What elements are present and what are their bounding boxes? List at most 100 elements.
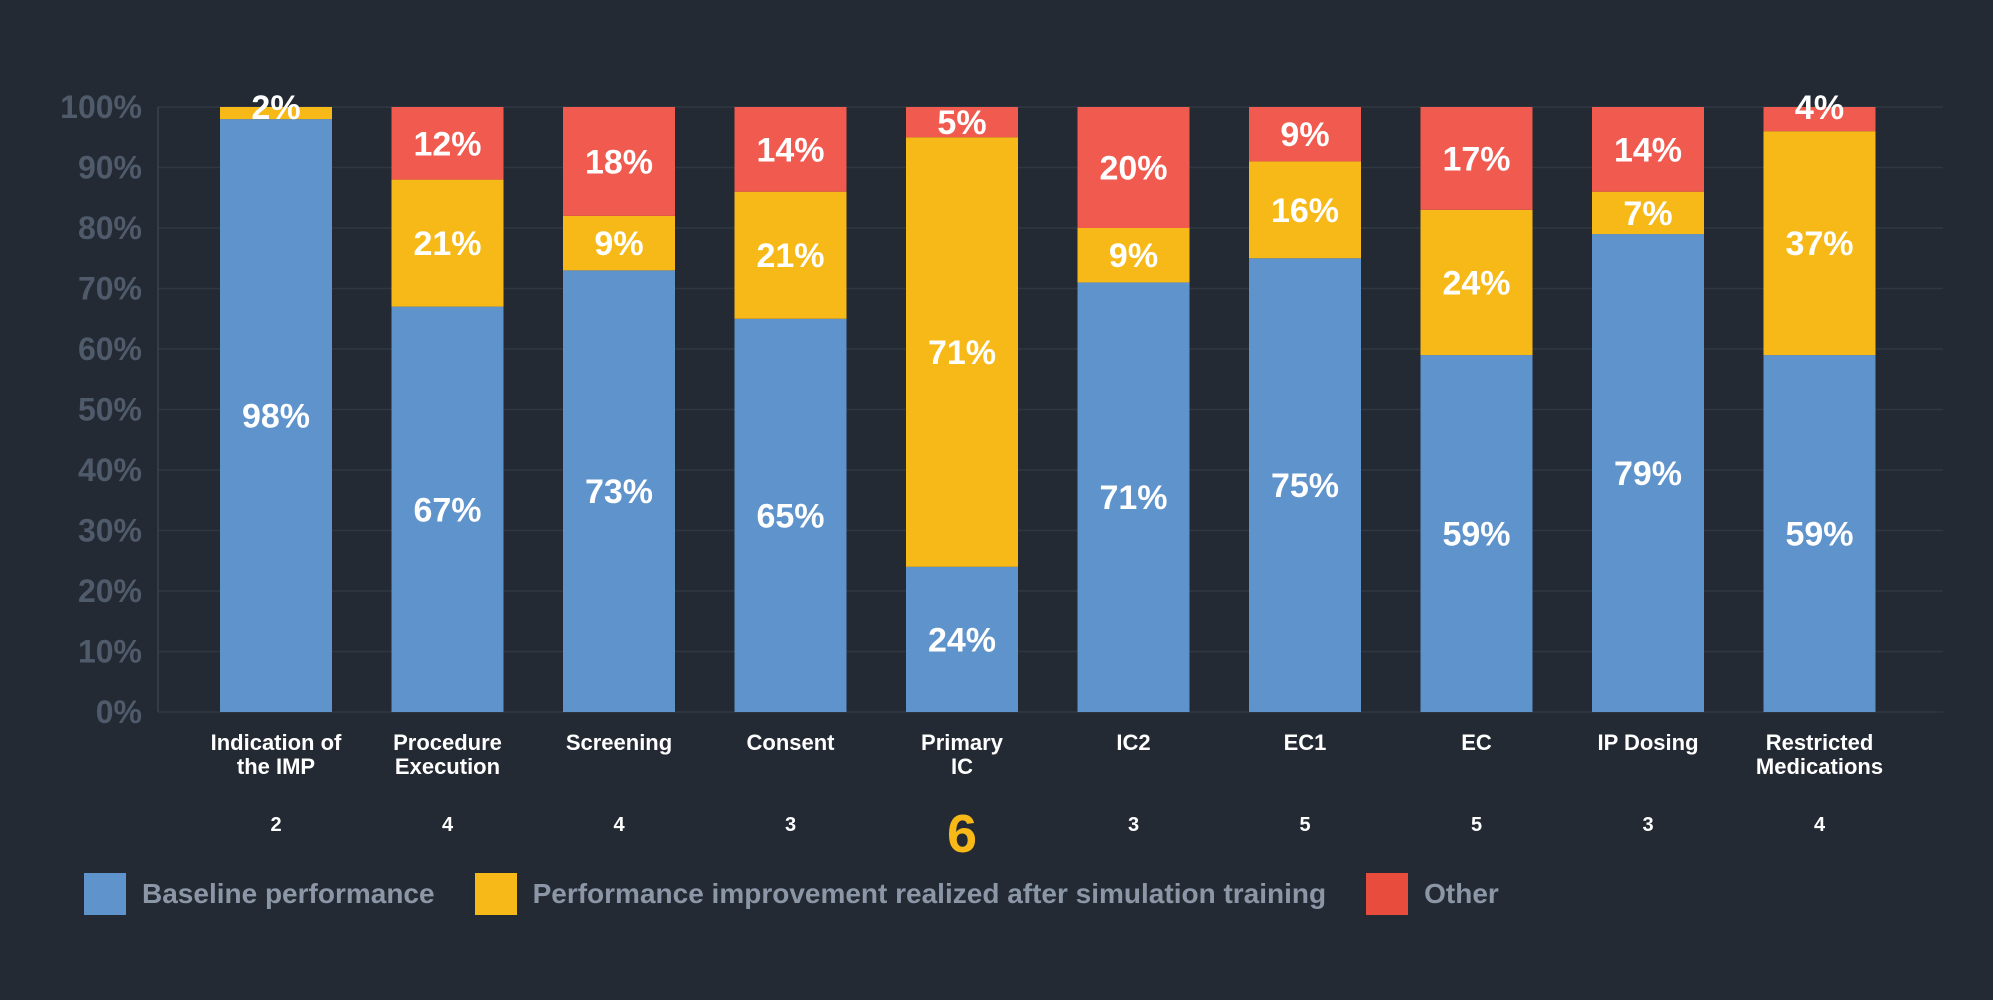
legend: Baseline performance Performance improve… — [84, 872, 1539, 916]
category-label: Procedure — [393, 730, 502, 755]
bar-segment — [563, 270, 675, 712]
bar-value-label: 75% — [1271, 467, 1339, 505]
bar-value-label: 24% — [928, 621, 996, 659]
bar-value-label: 65% — [756, 497, 824, 535]
legend-swatch-baseline — [84, 873, 126, 915]
bar-value-label: 12% — [413, 125, 481, 163]
y-tick-label: 90% — [78, 150, 142, 186]
legend-swatch-improvement — [474, 873, 517, 915]
bar-value-label: 2% — [251, 89, 300, 127]
bar-value-label: 9% — [1280, 116, 1329, 154]
y-tick-label: 60% — [78, 331, 142, 367]
bar-segment — [1763, 355, 1876, 712]
category-label: IC — [951, 754, 973, 779]
category-label: Restricted — [1766, 730, 1874, 755]
bar-value-label: 21% — [756, 237, 824, 275]
bar-segment — [906, 137, 1018, 567]
legend-swatch-other — [1366, 873, 1409, 915]
bar-value-label: 5% — [937, 104, 986, 142]
count-label: 5 — [1471, 814, 1482, 836]
y-tick-label: 80% — [78, 210, 142, 246]
category-label: Indication of — [211, 730, 342, 755]
y-tick-label: 70% — [78, 271, 142, 307]
bar-value-label: 9% — [1109, 237, 1158, 275]
bar-segment — [1592, 191, 1704, 235]
bar-segment — [734, 318, 847, 712]
legend-item-improvement: Performance improvement realized after s… — [474, 873, 1327, 915]
category-label: Screening — [566, 730, 672, 755]
count-label: 2 — [270, 814, 281, 836]
count-label: 3 — [1642, 814, 1653, 836]
legend-item-other: Other — [1366, 873, 1499, 915]
bar-segment — [563, 107, 675, 216]
bar-segment — [906, 107, 1018, 138]
category-label: Medications — [1756, 754, 1883, 779]
bar-segment — [734, 107, 847, 192]
bar-segment — [220, 119, 332, 713]
bar-segment — [1592, 107, 1704, 192]
bar-segment — [906, 566, 1018, 712]
bar-value-label: 24% — [1442, 264, 1510, 302]
count-label: 6 — [947, 804, 977, 860]
count-label: 4 — [613, 814, 625, 836]
bar-value-label: 18% — [585, 143, 653, 181]
bar-value-label: 79% — [1614, 455, 1682, 493]
bar-value-label: 7% — [1623, 195, 1672, 233]
bar-segment — [1420, 209, 1533, 356]
y-tick-label: 50% — [78, 392, 142, 428]
bar-value-label: 37% — [1785, 225, 1853, 263]
bar-segment — [220, 107, 332, 120]
bar-value-label: 59% — [1785, 516, 1853, 554]
bar-value-label: 59% — [1442, 516, 1510, 554]
bar-segment — [391, 306, 504, 712]
count-label: 4 — [442, 814, 454, 836]
y-tick-label: 40% — [78, 452, 142, 488]
y-tick-label: 30% — [78, 513, 142, 549]
category-label: Consent — [747, 730, 836, 755]
bar-value-label: 17% — [1442, 140, 1510, 178]
bar-segment — [1249, 258, 1361, 712]
bar-segment — [1077, 107, 1190, 228]
count-label: 5 — [1299, 814, 1310, 836]
category-label: EC — [1461, 730, 1492, 755]
legend-label-other: Other — [1424, 878, 1499, 909]
count-label: 3 — [785, 814, 796, 836]
legend-label-baseline: Baseline performance — [142, 878, 435, 909]
bar-value-label: 73% — [585, 473, 653, 511]
category-label: the IMP — [237, 754, 315, 779]
bar-value-label: 14% — [1614, 131, 1682, 169]
count-label: 4 — [1814, 814, 1826, 836]
bar-segment — [1077, 282, 1190, 712]
bar-segment — [391, 179, 504, 307]
bar-segment — [1763, 107, 1876, 132]
bar-segment — [1077, 228, 1190, 283]
bar-segment — [1249, 107, 1361, 162]
bar-segment — [1249, 161, 1361, 259]
bar-segment — [1420, 355, 1533, 712]
bar-value-label: 21% — [413, 225, 481, 263]
legend-item-baseline: Baseline performance — [84, 873, 435, 915]
y-tick-label: 20% — [78, 573, 142, 609]
bar-value-label: 14% — [756, 131, 824, 169]
legend-label-improvement: Performance improvement realized after s… — [532, 878, 1327, 909]
y-tick-label: 10% — [78, 634, 142, 670]
bar-segment — [1420, 107, 1533, 210]
category-label: IP Dosing — [1597, 730, 1698, 755]
stacked-bar-chart: 0% 10% 20% 30% 40% 50% 60% 70% 80% 90% 100% 98% 2% In… — [60, 89, 1943, 860]
bar-value-label: 9% — [594, 225, 643, 263]
bar-value-label: 4% — [1795, 89, 1844, 127]
bar-value-label: 71% — [928, 334, 996, 372]
bar-value-label: 67% — [413, 491, 481, 529]
bar-segment — [391, 107, 504, 180]
category-label: IC2 — [1116, 730, 1150, 755]
category-label: Primary — [921, 730, 1004, 755]
bar-segment — [563, 215, 675, 271]
bar-segment — [1592, 234, 1704, 713]
category-label: EC1 — [1284, 730, 1327, 755]
bar-value-label: 71% — [1099, 479, 1167, 517]
count-label: 3 — [1128, 814, 1139, 836]
category-label: Execution — [395, 754, 500, 779]
bar-segment — [1763, 131, 1876, 356]
y-tick-label: 0% — [96, 694, 142, 730]
